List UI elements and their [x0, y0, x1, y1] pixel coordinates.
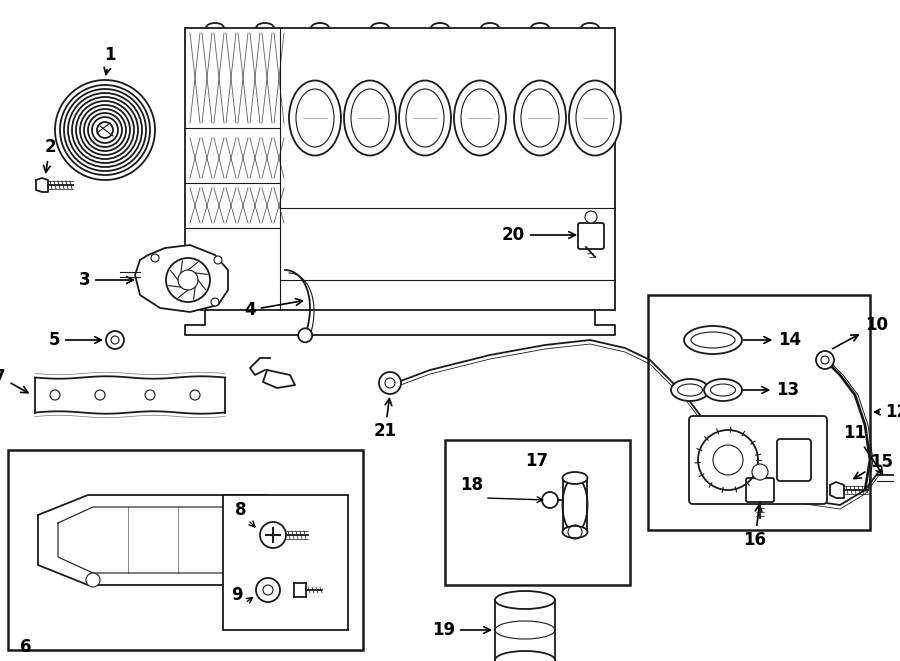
- Circle shape: [211, 298, 219, 306]
- Circle shape: [95, 390, 105, 400]
- Circle shape: [542, 492, 558, 508]
- Text: 19: 19: [432, 621, 491, 639]
- Text: 9: 9: [231, 586, 243, 604]
- Ellipse shape: [684, 326, 742, 354]
- Ellipse shape: [289, 81, 341, 155]
- Circle shape: [256, 578, 280, 602]
- Circle shape: [97, 122, 113, 138]
- Text: 2: 2: [43, 138, 56, 173]
- Polygon shape: [38, 495, 293, 585]
- FancyBboxPatch shape: [746, 478, 774, 502]
- Text: 21: 21: [374, 399, 397, 440]
- Text: 7: 7: [0, 368, 28, 393]
- Text: 20: 20: [502, 226, 575, 244]
- Bar: [445, 440, 630, 585]
- FancyBboxPatch shape: [777, 439, 811, 481]
- Circle shape: [214, 256, 222, 264]
- Circle shape: [145, 390, 155, 400]
- Polygon shape: [135, 245, 228, 312]
- Circle shape: [816, 351, 834, 369]
- Circle shape: [379, 372, 401, 394]
- Polygon shape: [495, 600, 555, 660]
- Bar: [223, 495, 348, 630]
- Text: 10: 10: [832, 316, 888, 349]
- Circle shape: [50, 390, 60, 400]
- Polygon shape: [830, 482, 844, 498]
- Ellipse shape: [562, 526, 588, 538]
- Text: 3: 3: [78, 271, 133, 289]
- Ellipse shape: [344, 81, 396, 155]
- Bar: [648, 295, 870, 530]
- Text: 15: 15: [854, 453, 893, 479]
- Circle shape: [190, 390, 200, 400]
- Text: 11: 11: [843, 424, 882, 474]
- Ellipse shape: [514, 81, 566, 155]
- Circle shape: [585, 211, 597, 223]
- Circle shape: [86, 573, 100, 587]
- Bar: [185, 28, 615, 310]
- Circle shape: [260, 522, 286, 548]
- Text: 17: 17: [526, 452, 549, 470]
- Ellipse shape: [399, 81, 451, 155]
- Text: 16: 16: [743, 504, 767, 549]
- Circle shape: [151, 254, 159, 262]
- Bar: [8, 450, 363, 650]
- FancyBboxPatch shape: [578, 223, 604, 249]
- Text: 12: 12: [885, 403, 900, 421]
- Polygon shape: [563, 478, 587, 532]
- Ellipse shape: [569, 81, 621, 155]
- Text: 4: 4: [244, 299, 302, 319]
- Ellipse shape: [671, 379, 709, 401]
- Circle shape: [106, 331, 124, 349]
- Polygon shape: [36, 178, 48, 192]
- FancyBboxPatch shape: [689, 416, 827, 504]
- Text: 8: 8: [235, 501, 247, 519]
- Text: 13: 13: [742, 381, 799, 399]
- Polygon shape: [263, 370, 295, 388]
- Ellipse shape: [495, 591, 555, 609]
- Text: 18: 18: [460, 476, 483, 494]
- Ellipse shape: [562, 472, 588, 484]
- Circle shape: [752, 464, 768, 480]
- Ellipse shape: [562, 477, 588, 533]
- Ellipse shape: [704, 379, 742, 401]
- Text: 6: 6: [20, 638, 32, 656]
- Circle shape: [298, 329, 312, 342]
- Text: 5: 5: [49, 331, 102, 349]
- Ellipse shape: [454, 81, 506, 155]
- Text: 1: 1: [104, 46, 116, 75]
- Ellipse shape: [495, 651, 555, 661]
- Text: 14: 14: [743, 331, 801, 349]
